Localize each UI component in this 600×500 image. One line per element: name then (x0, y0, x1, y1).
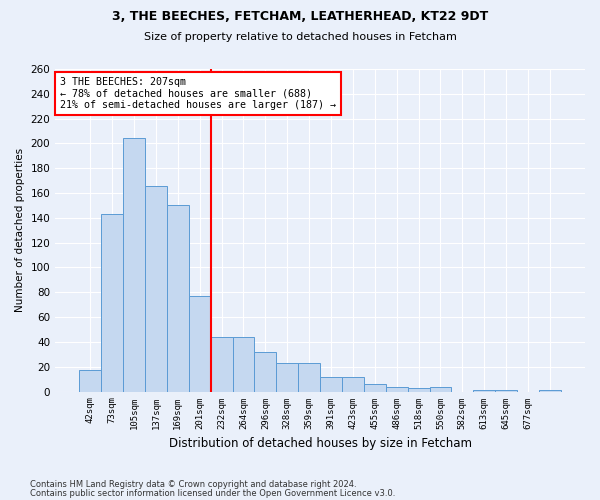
Y-axis label: Number of detached properties: Number of detached properties (15, 148, 25, 312)
Bar (276, 363, 298, 392)
Text: Size of property relative to detached houses in Fetcham: Size of property relative to detached ho… (143, 32, 457, 42)
Bar (211, 337, 233, 392)
Bar (430, 386, 451, 392)
Text: 3, THE BEECHES, FETCHAM, LEATHERHEAD, KT22 9DT: 3, THE BEECHES, FETCHAM, LEATHERHEAD, KT… (112, 10, 488, 23)
Bar (473, 390, 495, 392)
Bar (123, 138, 145, 392)
Bar (233, 337, 254, 392)
Bar (79, 370, 101, 392)
Bar (364, 384, 386, 392)
Bar (167, 206, 189, 392)
Bar (101, 214, 123, 392)
Bar (298, 363, 320, 392)
Bar (386, 386, 407, 392)
Bar (539, 390, 561, 392)
X-axis label: Distribution of detached houses by size in Fetcham: Distribution of detached houses by size … (169, 437, 472, 450)
Text: Contains public sector information licensed under the Open Government Licence v3: Contains public sector information licen… (30, 489, 395, 498)
Bar (495, 390, 517, 392)
Bar (320, 376, 342, 392)
Bar (342, 376, 364, 392)
Bar (254, 352, 276, 392)
Text: 3 THE BEECHES: 207sqm
← 78% of detached houses are smaller (688)
21% of semi-det: 3 THE BEECHES: 207sqm ← 78% of detached … (61, 77, 337, 110)
Text: Contains HM Land Registry data © Crown copyright and database right 2024.: Contains HM Land Registry data © Crown c… (30, 480, 356, 489)
Bar (145, 186, 167, 392)
Bar (189, 296, 211, 392)
Bar (407, 388, 430, 392)
